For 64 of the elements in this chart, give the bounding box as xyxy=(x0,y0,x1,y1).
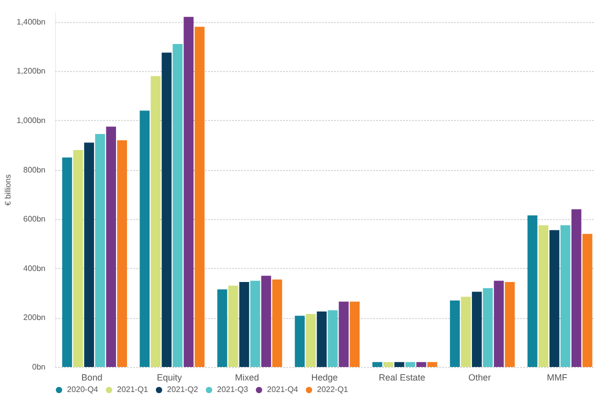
bar xyxy=(372,362,382,367)
y-tick-label: 200bn xyxy=(23,313,46,322)
legend-label: 2021-Q4 xyxy=(267,385,299,394)
bar xyxy=(560,225,570,367)
bar xyxy=(328,310,338,367)
bar xyxy=(228,286,238,367)
legend-label: 2021-Q2 xyxy=(167,385,199,394)
y-tick-label: 1,400bn xyxy=(16,17,46,26)
legend-label: 2021-Q3 xyxy=(217,385,249,394)
x-tick-label: Equity xyxy=(156,372,182,382)
bar xyxy=(250,280,260,367)
bar xyxy=(272,279,282,367)
bar xyxy=(383,362,394,367)
y-tick-label: 0bn xyxy=(32,362,46,372)
y-tick-label: 800bn xyxy=(23,165,46,174)
bar xyxy=(538,225,548,367)
bar xyxy=(84,142,94,367)
bar xyxy=(571,209,582,367)
bar xyxy=(106,126,116,367)
x-tick-label: Mixed xyxy=(234,372,259,382)
x-tick-label: Real Estate xyxy=(378,372,426,382)
y-tick-label: 600bn xyxy=(23,214,46,224)
bar xyxy=(482,288,493,367)
bar xyxy=(450,300,460,367)
x-tick-label: MMF xyxy=(546,372,568,382)
bar xyxy=(294,316,305,367)
bar xyxy=(95,134,106,367)
bar xyxy=(306,314,316,367)
bar xyxy=(350,302,360,367)
bar xyxy=(316,312,327,367)
bar xyxy=(117,140,127,367)
bar xyxy=(194,26,205,367)
bar xyxy=(338,302,349,367)
bar xyxy=(504,282,515,367)
legend-label: 2021-Q1 xyxy=(117,385,149,394)
bar xyxy=(140,110,150,367)
bar xyxy=(239,282,250,367)
bar xyxy=(150,76,161,367)
bar xyxy=(217,289,228,367)
x-tick-label: Hedge xyxy=(311,372,338,382)
x-tick-label: Bond xyxy=(81,372,102,382)
bar xyxy=(527,215,538,367)
y-axis-title: € billions xyxy=(4,174,13,206)
bar xyxy=(549,230,560,367)
bar xyxy=(184,16,194,367)
legend-label: 2020-Q4 xyxy=(67,385,99,394)
x-tick-label: Other xyxy=(468,372,491,382)
bar xyxy=(582,234,592,367)
y-tick-label: 1,200bn xyxy=(16,66,46,76)
bar xyxy=(416,362,426,367)
bar xyxy=(405,362,416,367)
bar xyxy=(162,52,172,367)
legend-label: 2022-Q1 xyxy=(317,385,349,394)
y-tick-label: 1,000bn xyxy=(16,116,46,125)
bar xyxy=(460,296,471,367)
bar xyxy=(261,276,272,367)
bar xyxy=(427,362,438,367)
bar xyxy=(472,292,482,367)
bar xyxy=(73,150,84,367)
bar xyxy=(494,280,504,367)
y-tick-label: 400bn xyxy=(23,264,46,273)
bar xyxy=(62,157,72,367)
bar xyxy=(172,44,183,367)
bar xyxy=(394,362,404,367)
